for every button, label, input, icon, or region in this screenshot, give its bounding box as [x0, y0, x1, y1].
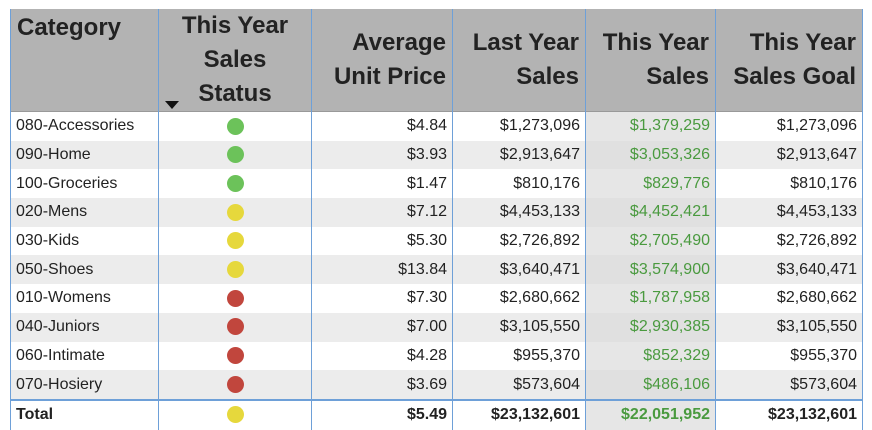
value-cell: $852,329	[585, 341, 716, 371]
value-cell: $7.00	[311, 312, 453, 342]
status-cell	[158, 226, 312, 256]
column-header[interactable]: Average Unit Price	[311, 9, 453, 112]
category-cell: 010-Womens	[10, 284, 159, 313]
value-cell: $2,705,490	[585, 226, 716, 256]
category-cell: 020-Mens	[10, 198, 159, 227]
category-cell: 100-Groceries	[10, 169, 159, 199]
category-cell: 030-Kids	[10, 226, 159, 256]
column-header[interactable]: This Year Sales Status	[158, 9, 312, 112]
table-row: 100-Groceries $1.47 $810,176 $829,776 $810,1…	[10, 169, 863, 199]
value-cell: $810,176	[715, 169, 863, 199]
value-cell: $2,913,647	[715, 140, 863, 170]
category-cell: 050-Shoes	[10, 255, 159, 285]
value-cell: $4.84	[311, 110, 453, 141]
column-header[interactable]: This Year Sales	[585, 9, 716, 112]
value-cell: $7.12	[311, 198, 453, 227]
total-row: Total $5.49 $23,132,601 $22,051,952 $23,132,…	[10, 398, 863, 430]
status-cell	[158, 398, 312, 430]
category-cell: 040-Juniors	[10, 312, 159, 342]
category-cell: 090-Home	[10, 140, 159, 170]
value-cell: $4.28	[311, 341, 453, 371]
status-cell	[158, 255, 312, 285]
value-cell: $573,604	[715, 370, 863, 400]
status-cell	[158, 312, 312, 342]
status-dot	[226, 261, 244, 279]
status-cell	[158, 140, 312, 170]
header-row: Category This Year Sales Status Average Un…	[10, 9, 863, 112]
table-row: 030-Kids $5.30 $2,726,892 $2,705,490 $2,726,…	[10, 226, 863, 256]
status-cell	[158, 198, 312, 227]
value-cell: $3,105,550	[715, 312, 863, 342]
value-cell: $4,453,133	[452, 198, 586, 227]
value-cell: $4,453,133	[715, 198, 863, 227]
status-dot	[226, 318, 244, 336]
value-cell: $22,051,952	[585, 398, 716, 430]
table-row: 010-Womens $7.30 $2,680,662 $1,787,958 $2,68…	[10, 284, 863, 313]
value-cell: $2,726,892	[452, 226, 586, 256]
table-body: 080-Accessories $4.84 $1,273,096 $1,379,259…	[10, 110, 863, 430]
status-dot	[226, 406, 244, 424]
value-cell: $13.84	[311, 255, 453, 285]
status-dot	[226, 174, 244, 192]
value-cell: $2,680,662	[452, 284, 586, 313]
category-cell: Total	[10, 398, 159, 430]
status-cell	[158, 284, 312, 313]
category-cell: 060-Intimate	[10, 341, 159, 371]
table-row: 080-Accessories $4.84 $1,273,096 $1,379,259…	[10, 110, 863, 141]
value-cell: $2,913,647	[452, 140, 586, 170]
category-cell: 080-Accessories	[10, 110, 159, 141]
value-cell: $3,574,900	[585, 255, 716, 285]
value-cell: $829,776	[585, 169, 716, 199]
column-header[interactable]: Last Year Sales	[452, 9, 586, 112]
table-row: 060-Intimate $4.28 $955,370 $852,329 $955,37…	[10, 341, 863, 371]
value-cell: $23,132,601	[715, 398, 863, 430]
status-cell	[158, 370, 312, 400]
value-cell: $3.93	[311, 140, 453, 170]
status-cell	[158, 169, 312, 199]
value-cell: $1,787,958	[585, 284, 716, 313]
status-dot	[226, 289, 244, 307]
category-cell: 070-Hosiery	[10, 370, 159, 400]
value-cell: $955,370	[715, 341, 863, 371]
status-dot	[226, 203, 244, 221]
status-cell	[158, 110, 312, 141]
value-cell: $1,273,096	[715, 110, 863, 141]
value-cell: $2,680,662	[715, 284, 863, 313]
value-cell: $4,452,421	[585, 198, 716, 227]
column-header[interactable]: This Year Sales Goal	[715, 9, 863, 112]
page: Category This Year Sales Status Average Un…	[10, 9, 863, 430]
value-cell: $2,726,892	[715, 226, 863, 256]
table-row: 070-Hosiery $3.69 $573,604 $486,106 $573,604	[10, 370, 863, 400]
value-cell: $3,053,326	[585, 140, 716, 170]
sales-table: Category This Year Sales Status Average Un…	[10, 9, 863, 430]
value-cell: $3,105,550	[452, 312, 586, 342]
sort-arrow	[165, 101, 179, 109]
value-cell: $5.30	[311, 226, 453, 256]
value-cell: $2,930,385	[585, 312, 716, 342]
status-cell	[158, 341, 312, 371]
status-dot	[226, 347, 244, 365]
value-cell: $1,379,259	[585, 110, 716, 141]
column-header[interactable]: Category	[10, 9, 159, 112]
status-dot	[226, 375, 244, 393]
status-dot	[226, 146, 244, 164]
value-cell: $810,176	[452, 169, 586, 199]
table-row: 050-Shoes $13.84 $3,640,471 $3,574,900 $3,64…	[10, 255, 863, 285]
table-row: 090-Home $3.93 $2,913,647 $3,053,326 $2,913,…	[10, 140, 863, 170]
value-cell: $7.30	[311, 284, 453, 313]
value-cell: $23,132,601	[452, 398, 586, 430]
value-cell: $3,640,471	[452, 255, 586, 285]
value-cell: $486,106	[585, 370, 716, 400]
table-row: 040-Juniors $7.00 $3,105,550 $2,930,385 $3,1…	[10, 312, 863, 342]
status-dot	[226, 232, 244, 250]
status-dot	[226, 117, 244, 135]
value-cell: $573,604	[452, 370, 586, 400]
value-cell: $1,273,096	[452, 110, 586, 141]
value-cell: $5.49	[311, 398, 453, 430]
value-cell: $3,640,471	[715, 255, 863, 285]
value-cell: $1.47	[311, 169, 453, 199]
table-row: 020-Mens $7.12 $4,453,133 $4,452,421 $4,453,…	[10, 198, 863, 227]
value-cell: $955,370	[452, 341, 586, 371]
value-cell: $3.69	[311, 370, 453, 400]
